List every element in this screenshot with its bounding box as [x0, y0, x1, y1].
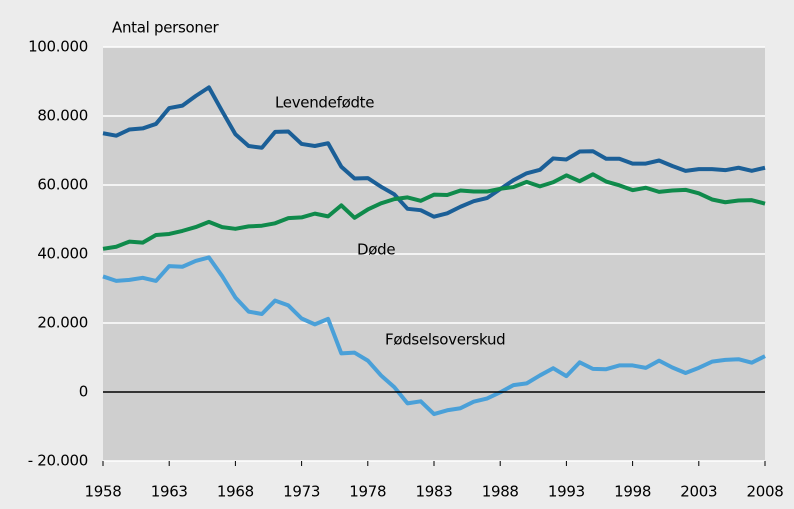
- y-tick-label: 20.000: [37, 314, 88, 332]
- lines: [102, 85, 766, 417]
- x-tick-label: 1968: [217, 483, 254, 501]
- series-line: [102, 172, 766, 251]
- y-axis-label: Antal personer: [112, 19, 220, 37]
- x-tick-label: 2003: [680, 483, 717, 501]
- x-tick-label: 1993: [548, 483, 585, 501]
- x-tick-label: 1973: [283, 483, 320, 501]
- series-line: [102, 255, 766, 417]
- x-tick-label: 1963: [151, 483, 188, 501]
- series-label: Døde: [357, 241, 395, 259]
- y-tick-label: 80.000: [37, 107, 88, 125]
- x-tick-label: 2008: [747, 483, 784, 501]
- y-tick-label: 100.000: [28, 38, 88, 56]
- series-label: Levendefødte: [275, 94, 374, 112]
- y-tick-label: 60.000: [37, 176, 88, 194]
- x-tick-label: 1978: [349, 483, 386, 501]
- x-tick-label: 1958: [85, 483, 122, 501]
- y-tick-label: - 20.000: [28, 452, 88, 470]
- y-tick-label: 0: [79, 383, 88, 401]
- x-tick-label: 1983: [416, 483, 453, 501]
- series-line: [102, 85, 766, 219]
- x-tick-label: 1988: [482, 483, 519, 501]
- series-label: Fødselsoverskud: [385, 331, 505, 349]
- y-tick-label: 40.000: [37, 245, 88, 263]
- x-tick-label: 1998: [614, 483, 651, 501]
